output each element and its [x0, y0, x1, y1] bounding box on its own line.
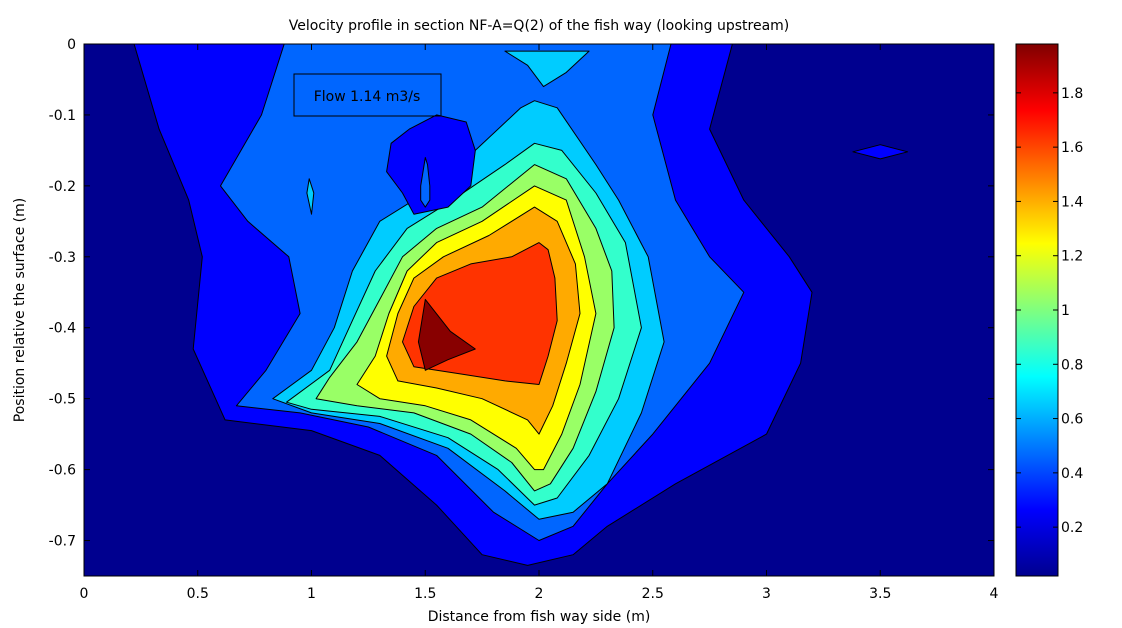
x-axis-ticks: 0 0.5 1 1.5 2 2.5 3 3.5 4	[80, 44, 999, 602]
contour-region-0-6-1	[306, 178, 315, 215]
contour-layers	[133, 44, 909, 566]
colorbar-tick-label: 0.6	[1061, 412, 1083, 428]
contour-low-region-0-4-1	[386, 114, 476, 215]
flow-annotation-box	[293, 73, 442, 117]
x-tick-label: 2.5	[642, 586, 664, 602]
y-tick-label: -0.5	[49, 392, 76, 408]
colorbar-gradient	[1015, 43, 1059, 577]
x-tick-label: 3.5	[869, 586, 891, 602]
colorbar-tick-label: 1.6	[1061, 140, 1083, 156]
x-tick-label: 1.5	[414, 586, 436, 602]
y-axis-label: Position relative the surface (m)	[12, 198, 28, 422]
contour-low-region-0-2-0	[420, 157, 431, 208]
contour-region-0-2-1	[852, 144, 909, 160]
y-tick-label: -0.3	[49, 250, 76, 266]
x-axis-label: Distance from fish way side (m)	[428, 609, 651, 625]
y-tick-label: -0.6	[49, 463, 76, 479]
flow-annotation: Flow 1.14 m3/s	[293, 73, 442, 117]
x-tick-label: 0.5	[187, 586, 209, 602]
y-axis-ticks: 0 -0.1 -0.2 -0.3 -0.4 -0.5 -0.6 -0.7	[49, 37, 994, 550]
contour-region-1-8-0	[417, 298, 476, 371]
plot-area: 0 0.5 1 1.5 2 2.5 3 3.5 4 0 -0.1 -0.2 -0.3 -0.4 -0.5 -…	[49, 37, 999, 602]
y-tick-label: 0	[67, 37, 76, 53]
y-tick-label: -0.2	[49, 179, 76, 195]
colorbar-ticks: 0.2 0.4 0.6 0.8 1 1.2 1.4 1.6 1.8	[1016, 86, 1083, 536]
chart-title: Velocity profile in section NF-A=Q(2) of…	[289, 18, 790, 34]
y-tick-label: -0.1	[49, 108, 76, 124]
colorbar-tick-label: 0.2	[1061, 520, 1083, 536]
colorbar-tick-label: 0.8	[1061, 357, 1083, 373]
x-tick-label: 3	[762, 586, 771, 602]
x-tick-label: 2	[535, 586, 544, 602]
colorbar-tick-label: 0.4	[1061, 466, 1083, 482]
colorbar: 0.2 0.4 0.6 0.8 1 1.2 1.4 1.6 1.8	[1015, 43, 1083, 577]
x-tick-label: 4	[990, 586, 999, 602]
colorbar-tick-label: 1.4	[1061, 194, 1083, 210]
contour-region-0-6-0	[504, 50, 590, 88]
y-tick-label: -0.7	[49, 534, 76, 550]
x-tick-label: 0	[80, 586, 89, 602]
colorbar-tick-label: 1	[1061, 303, 1070, 319]
y-tick-label: -0.4	[49, 321, 76, 337]
x-tick-label: 1	[307, 586, 316, 602]
colorbar-tick-label: 1.8	[1061, 86, 1083, 102]
flow-annotation-text: Flow 1.14 m3/s	[314, 89, 421, 105]
colorbar-tick-label: 1.2	[1061, 249, 1083, 265]
